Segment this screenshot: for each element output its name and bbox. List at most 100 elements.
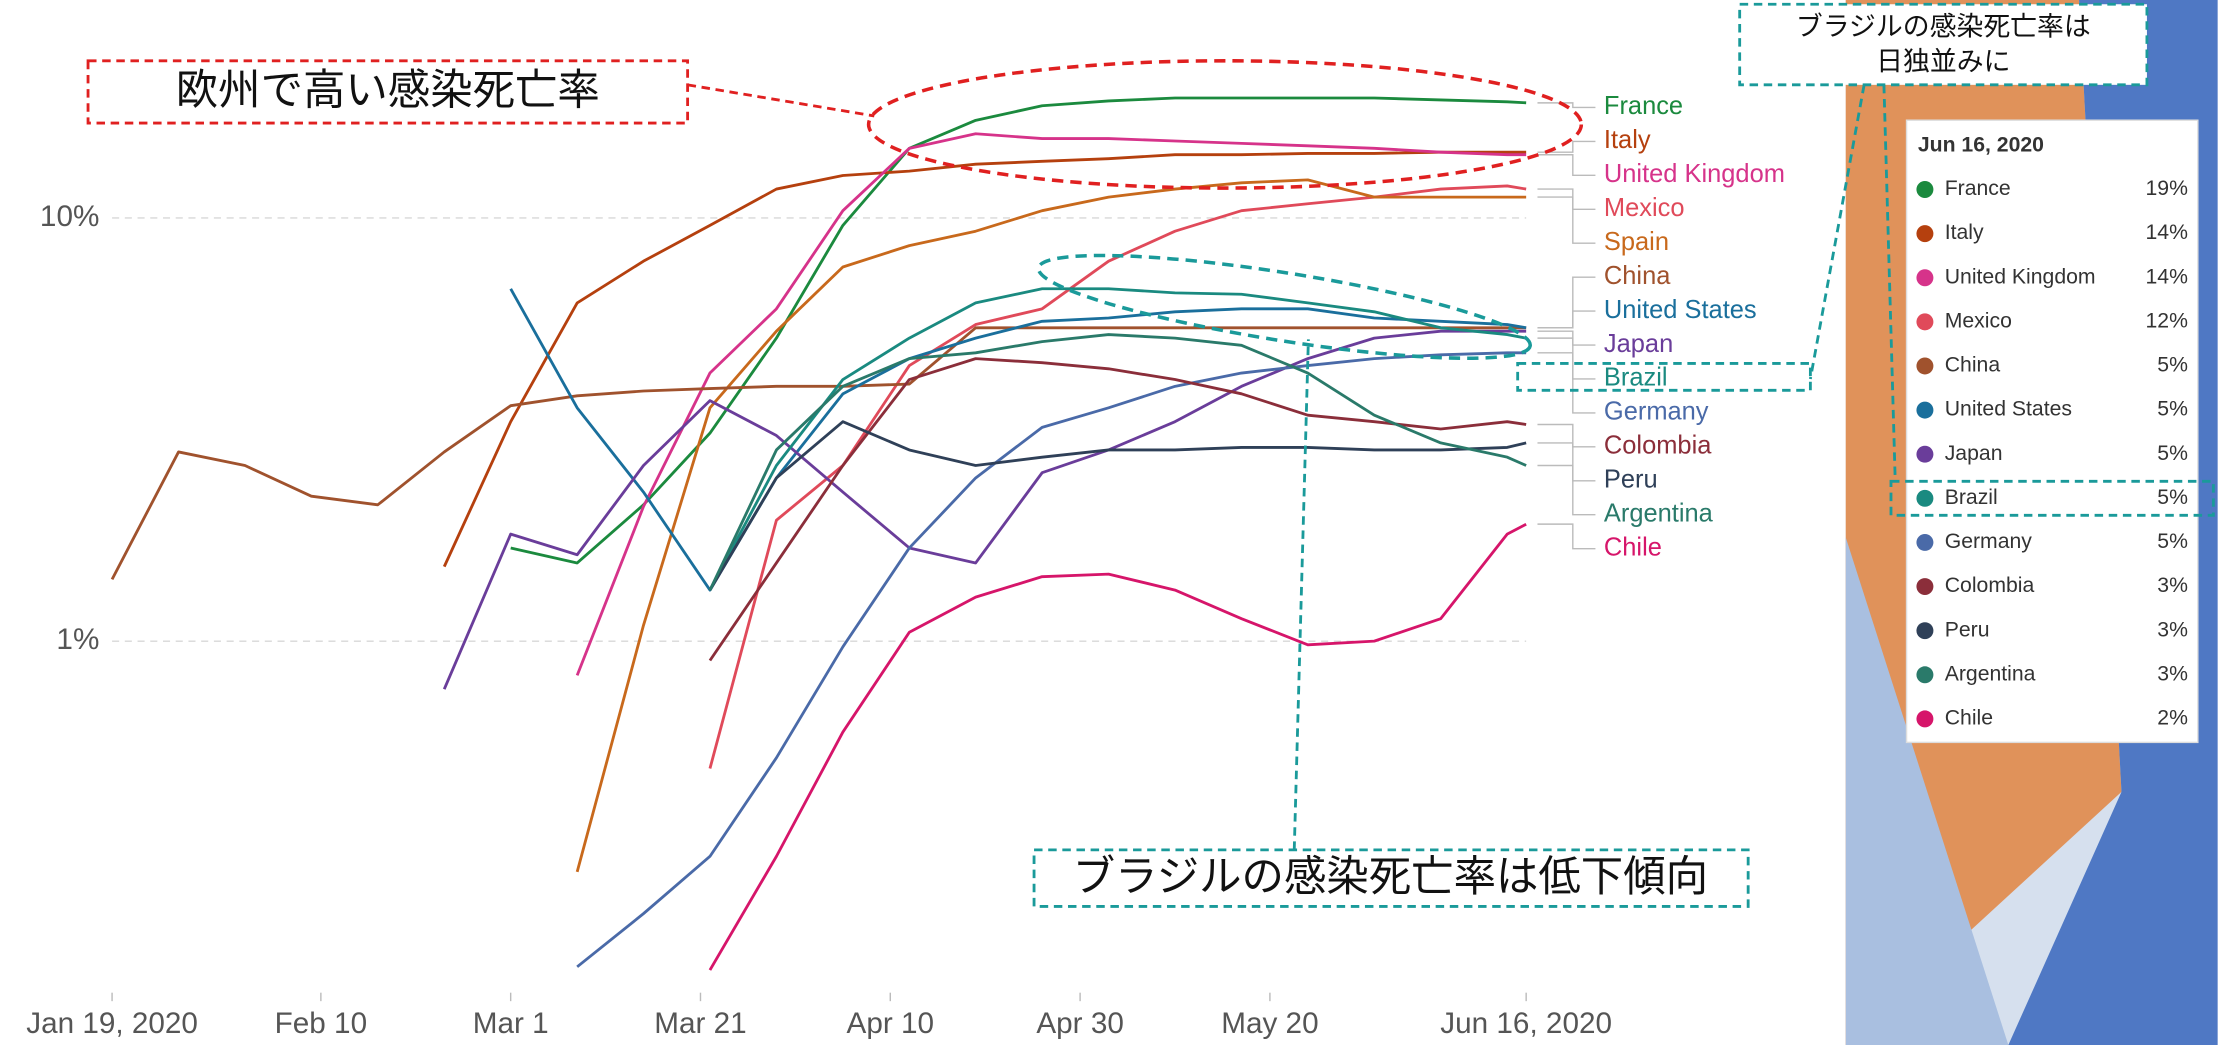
series-label: Mexico <box>1604 194 1685 222</box>
tooltip-dot <box>1916 313 1934 331</box>
tooltip-name: Mexico <box>1945 309 2012 332</box>
tooltip-name: Germany <box>1945 530 2033 553</box>
tooltip-value: 5% <box>2157 530 2188 553</box>
series-line <box>442 329 1527 690</box>
tooltip-value: 12% <box>2146 309 2189 332</box>
annotation-box <box>1032 848 1750 908</box>
tooltip-value: 14% <box>2146 221 2189 244</box>
annotation-text: 欧州で高い感染死亡率 <box>176 67 600 114</box>
series-label: Brazil <box>1604 364 1668 392</box>
series-line <box>510 96 1527 565</box>
series-label: Chile <box>1604 533 1662 561</box>
tooltip: Jun 16, 2020 France 19% Italy 14% United Kin… <box>1889 119 2215 744</box>
annotation-box <box>1738 2 2149 87</box>
tooltip-value: 5% <box>2157 354 2188 377</box>
series-label: China <box>1604 262 1671 290</box>
y-tick-label: 10% <box>40 200 99 233</box>
annotation-connector <box>1292 339 1310 850</box>
tooltip-value: 14% <box>2146 265 2189 288</box>
x-tick-label: Jun 16, 2020 <box>1440 1007 1612 1040</box>
tooltip-dot <box>1916 578 1934 596</box>
label-leader <box>1537 310 1596 329</box>
series-label: Italy <box>1604 126 1651 154</box>
label-leader <box>1537 276 1596 329</box>
annotations: 欧州で高い感染死亡率 ブラジルの感染死亡率は低下傾向 ブラジルの感染死亡率は 日… <box>86 2 2149 908</box>
highlight-box <box>1516 362 1812 392</box>
tooltip-name: United States <box>1945 398 2072 421</box>
annotation-text: ブラジルの感染死亡率は低下傾向 <box>1073 853 1708 900</box>
series-line <box>575 178 1527 873</box>
label-leader <box>1537 188 1596 210</box>
series-line <box>575 132 1527 676</box>
tooltip-dot <box>1916 710 1934 728</box>
x-tick-label: Mar 21 <box>654 1007 746 1040</box>
tooltip-dot <box>1916 622 1934 640</box>
tooltip-name: China <box>1945 354 2001 377</box>
annotation-connector <box>1808 84 1866 380</box>
tooltip-dot <box>1916 666 1934 684</box>
label-leader <box>1537 523 1596 550</box>
tooltip-dot <box>1916 181 1934 198</box>
label-leader <box>1537 352 1596 414</box>
tooltip-dot <box>1916 401 1934 419</box>
series-label: Argentina <box>1604 499 1714 527</box>
x-tick-label: Apr 30 <box>1036 1007 1123 1040</box>
tooltip-name: Argentina <box>1945 662 2036 685</box>
series-line <box>708 287 1527 591</box>
series-label: Germany <box>1604 398 1709 426</box>
series-label: Spain <box>1604 228 1669 256</box>
annotation-text: 日独並みに <box>1876 47 2010 77</box>
series-line <box>708 420 1527 591</box>
series-label: United Kingdom <box>1604 160 1785 188</box>
tooltip-value: 3% <box>2157 574 2188 597</box>
tooltip-name: Chile <box>1945 707 1993 730</box>
series-line <box>576 351 1527 968</box>
tooltip-name: Colombia <box>1945 574 2035 597</box>
tooltip-title: Jun 16, 2020 <box>1918 133 2044 156</box>
annotation-box <box>86 59 690 125</box>
label-leader <box>1537 464 1596 516</box>
tooltip-value: 3% <box>2157 618 2188 641</box>
tooltip-name: France <box>1945 177 2011 200</box>
tooltip-dot <box>1916 357 1934 375</box>
tooltip-value: 5% <box>2157 442 2188 465</box>
tooltip-name: Japan <box>1945 442 2003 465</box>
label-leader <box>1537 423 1596 448</box>
tooltip-dot <box>1916 269 1934 287</box>
label-leader <box>1537 154 1596 177</box>
annotation-text: ブラジルの感染死亡率は <box>1796 11 2091 41</box>
tooltip-value: 5% <box>2157 398 2188 421</box>
plot: 1% 10% Jan 19, 2020 Feb 10 Mar 1 Mar 21 Apr 10… <box>26 92 1785 1040</box>
tooltip-value: 2% <box>2157 707 2188 730</box>
series-label: Japan <box>1604 330 1673 358</box>
annotation-ellipse <box>1036 253 1532 360</box>
tooltip-dot <box>1916 489 1934 507</box>
highlight-box <box>1889 479 2215 517</box>
x-tick-label: Apr 10 <box>847 1007 934 1040</box>
label-leader <box>1537 196 1596 244</box>
label-leader <box>1537 442 1596 482</box>
label-leader <box>1537 140 1596 153</box>
series-line <box>708 357 1527 662</box>
x-tick-label: May 20 <box>1221 1007 1318 1040</box>
tooltip-value: 3% <box>2157 662 2188 685</box>
x-tick-label: Mar 1 <box>473 1007 549 1040</box>
tooltip-name: Peru <box>1945 618 1990 641</box>
tooltip-name: United Kingdom <box>1945 265 2096 288</box>
series-label: Colombia <box>1604 432 1712 460</box>
tooltip-value: 5% <box>2157 486 2188 509</box>
tooltip-dot <box>1916 225 1934 243</box>
series-label: United States <box>1604 296 1757 324</box>
tooltip-dot <box>1916 445 1934 463</box>
series-line <box>442 150 1527 568</box>
x-tick-label: Jan 19, 2020 <box>26 1007 198 1040</box>
series-line <box>708 522 1527 971</box>
series-line <box>708 184 1527 769</box>
series-label: France <box>1604 92 1683 120</box>
y-tick-label: 1% <box>56 623 99 656</box>
label-leader <box>1537 337 1596 380</box>
series-line <box>509 288 1527 592</box>
